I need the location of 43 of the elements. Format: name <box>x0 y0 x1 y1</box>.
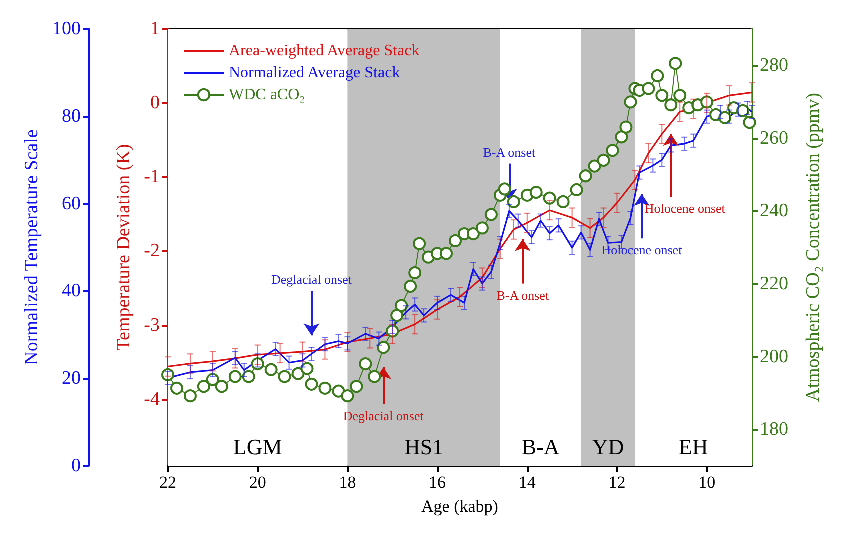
y3-tick-label: 180 <box>760 419 788 440</box>
y2-axis-title: Normalized Temperature Scale <box>22 130 43 366</box>
y3-tick-label: 280 <box>760 54 788 76</box>
x-axis-title: Age (kabp) <box>422 497 498 516</box>
band-label: LGM <box>233 434 282 460</box>
y2-tick-label: 100 <box>52 18 81 40</box>
y-tick-label: -2 <box>144 240 160 262</box>
y-tick-label: 1 <box>150 18 160 40</box>
y-tick-label: -4 <box>144 388 160 410</box>
annotation: B-A onset <box>496 288 550 303</box>
y2-tick-label: 20 <box>62 368 81 390</box>
y3-axis-title: Atmospheric CO₂ Concentration (ppmv) <box>803 93 824 402</box>
y-tick-label: -1 <box>144 166 160 188</box>
band-label: EH <box>678 434 708 460</box>
band-label: HS1 <box>404 434 444 460</box>
x-tick-label: 18 <box>339 473 356 492</box>
x-tick-label: 10 <box>698 473 716 492</box>
y3-tick-label: 200 <box>760 346 788 368</box>
band-label: B-A <box>522 434 560 460</box>
legend-label: Area-weighted Average Stack <box>229 42 420 60</box>
annotation: Deglacial onset <box>272 272 352 288</box>
y2-tick-label: 60 <box>62 193 81 214</box>
annotation: Holocene onset <box>644 201 726 216</box>
x-tick-label: 20 <box>249 473 266 492</box>
annotation: Deglacial onset <box>343 408 424 424</box>
legend-label: Normalized Average Stack <box>229 64 400 82</box>
x-tick-label: 16 <box>429 473 446 492</box>
y2-tick-label: 0 <box>72 456 81 476</box>
legend-label: WDC aCO₂ <box>229 86 306 104</box>
y3-tick-label: 240 <box>760 200 788 222</box>
y2-tick-label: 80 <box>62 106 81 127</box>
y-tick-label: 0 <box>150 92 160 114</box>
y3-tick-label: 220 <box>760 273 788 294</box>
annotation: B-A onset <box>483 144 536 160</box>
y3-tick-label: 260 <box>760 128 788 149</box>
x-tick-label: 12 <box>608 473 626 492</box>
annotation: Holocene onset <box>602 242 683 258</box>
band-label: YD <box>592 434 624 460</box>
x-tick-label: 22 <box>160 473 176 492</box>
y2-tick-label: 40 <box>62 280 81 302</box>
y-axis-title: Temperature Deviation (K) <box>113 144 134 351</box>
x-tick-label: 14 <box>518 473 536 492</box>
y-tick-label: -3 <box>144 314 160 336</box>
